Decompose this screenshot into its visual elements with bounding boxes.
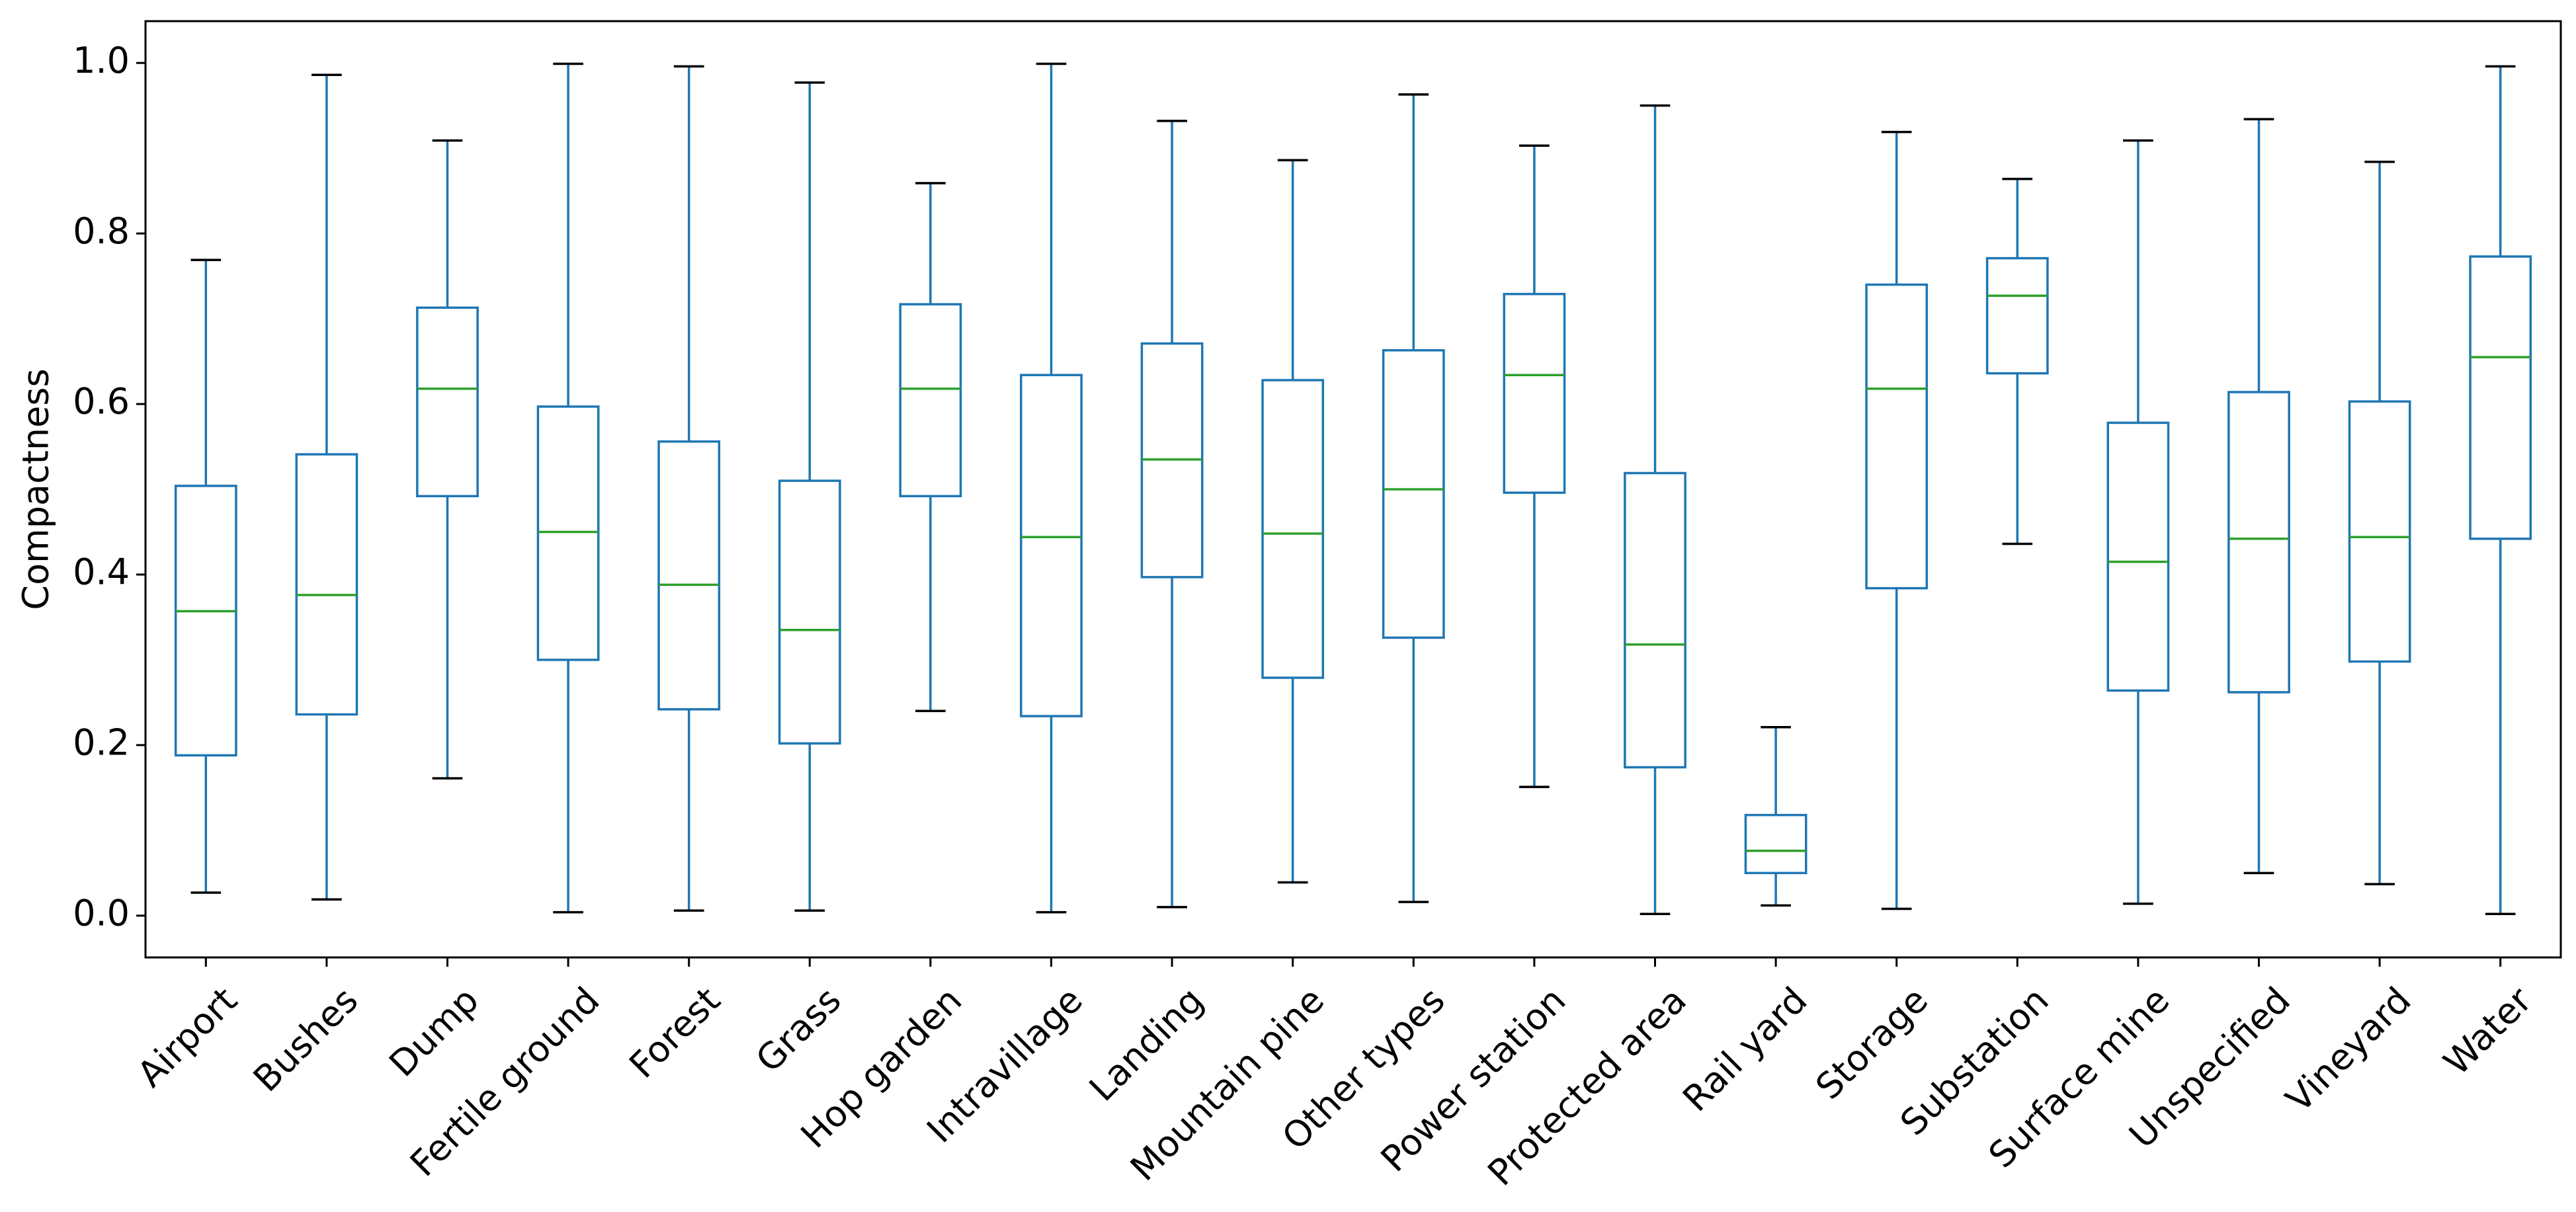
box	[2469, 255, 2532, 540]
x-tick-label: Forest	[621, 979, 728, 1086]
box	[2227, 391, 2290, 694]
box	[657, 440, 721, 711]
y-tick-label: 0.2	[73, 722, 130, 764]
y-tick-label: 1.0	[73, 40, 130, 81]
box	[1985, 257, 2049, 375]
y-axis-label: Compactness	[15, 368, 57, 610]
x-tick-label: Airport	[130, 979, 245, 1095]
box	[778, 479, 841, 745]
x-tick-label: Grass	[748, 979, 849, 1080]
x-tick-label: Storage	[1807, 979, 1936, 1108]
x-tick-label: Water	[2436, 979, 2540, 1083]
x-tick-label: Rail yard	[1675, 979, 1815, 1119]
box	[1503, 292, 1566, 494]
box	[1744, 813, 1807, 875]
box	[536, 405, 600, 661]
box	[295, 453, 358, 716]
y-tick-label: 0.8	[73, 210, 130, 252]
y-tick-label: 0.4	[73, 551, 130, 593]
box	[899, 303, 962, 498]
box	[1624, 471, 1686, 769]
box	[1261, 379, 1325, 679]
plot-frame	[144, 20, 2562, 959]
box	[2348, 400, 2411, 663]
y-tick-label: 0.0	[73, 892, 130, 934]
box	[2106, 421, 2170, 692]
box	[1382, 349, 1445, 639]
box	[174, 485, 237, 757]
x-tick-label: Dump	[381, 979, 487, 1085]
y-tick-label: 0.6	[73, 381, 130, 423]
box	[416, 306, 479, 498]
x-tick-label: Vineyard	[2278, 979, 2419, 1120]
box	[1020, 374, 1083, 717]
x-tick-label: Bushes	[245, 979, 366, 1100]
box	[1865, 283, 1929, 590]
